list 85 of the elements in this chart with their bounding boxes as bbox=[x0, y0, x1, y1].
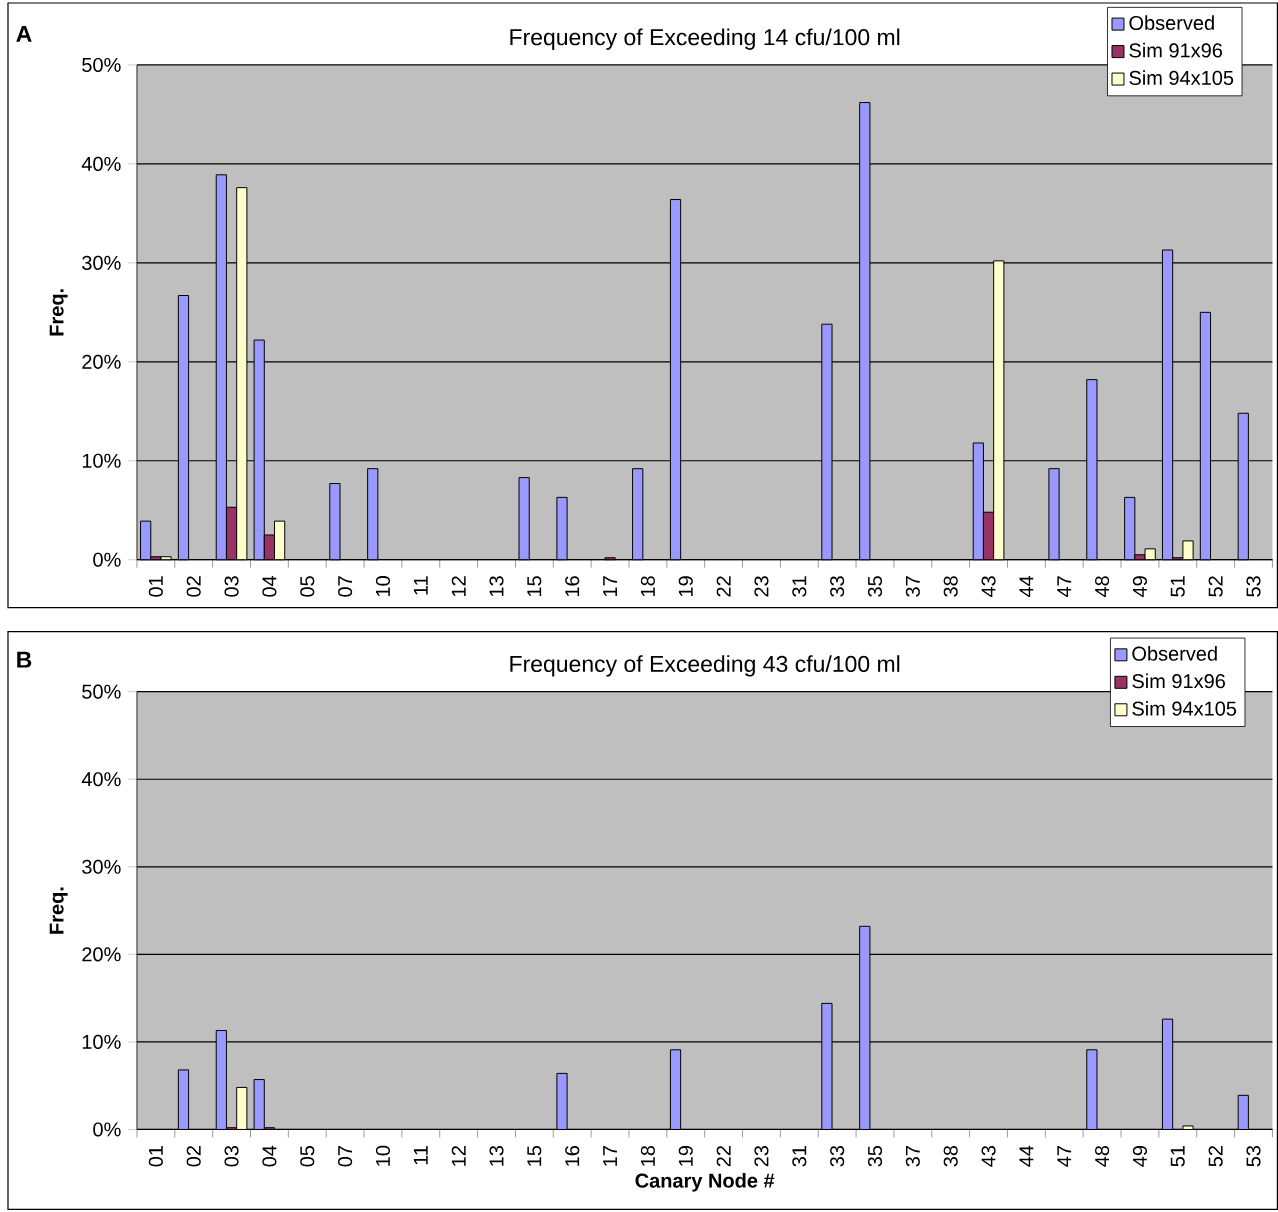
legend-label: Sim 94x105 bbox=[1132, 700, 1237, 716]
x-tick-label: 10 bbox=[375, 1145, 391, 1166]
x-tick-label: 05 bbox=[300, 575, 315, 597]
x-tick-label: 49 bbox=[1132, 1145, 1148, 1167]
x-tick-label: 01 bbox=[148, 1145, 163, 1167]
x-tick-label: 31 bbox=[792, 1145, 807, 1167]
legend-label: Observed bbox=[1132, 645, 1217, 661]
x-tick-label: 22 bbox=[716, 576, 731, 597]
x-axis-title: Canary Node # bbox=[635, 1172, 775, 1192]
x-tick-label: 07 bbox=[338, 1145, 353, 1167]
x-tick-label: 52 bbox=[1208, 576, 1223, 597]
x-tick-label: 01 bbox=[148, 576, 163, 597]
x-tick-label: 15 bbox=[527, 575, 542, 596]
x-tick-label: 02 bbox=[186, 576, 201, 597]
x-tick-label: 51 bbox=[1170, 576, 1185, 597]
x-tick-label: 37 bbox=[905, 1145, 920, 1167]
x-tick-label: 23 bbox=[754, 575, 769, 597]
x-tick-label: 17 bbox=[603, 576, 617, 596]
x-tick-label: 19 bbox=[678, 1145, 693, 1166]
x-tick-label: 48 bbox=[1095, 575, 1110, 597]
legend-label: Observed bbox=[1129, 15, 1214, 30]
x-tick-label: 23 bbox=[754, 1145, 769, 1167]
x-tick-label: 03 bbox=[224, 1145, 239, 1167]
x-tick-label: 15 bbox=[527, 1145, 542, 1166]
y-tick-label: 40% bbox=[81, 156, 121, 171]
x-tick-label: 12 bbox=[451, 576, 466, 596]
x-tick-label: 13 bbox=[489, 1145, 504, 1166]
x-tick-label: 17 bbox=[603, 1145, 617, 1166]
x-tick-label: 10 bbox=[375, 575, 391, 596]
x-tick-label: 11 bbox=[413, 576, 428, 595]
x-tick-label: 53 bbox=[1246, 575, 1261, 597]
x-tick-label: 02 bbox=[186, 1145, 201, 1167]
y-tick-label: 0% bbox=[93, 1122, 121, 1137]
x-tick-label: 47 bbox=[1057, 576, 1072, 597]
x-tick-label: 53 bbox=[1246, 1145, 1261, 1167]
y-tick-label: 0% bbox=[93, 552, 121, 567]
legend-label: Sim 94x105 bbox=[1129, 70, 1234, 85]
x-tick-label: 11 bbox=[413, 1145, 428, 1165]
x-tick-label: 16 bbox=[565, 1145, 580, 1166]
x-tick-label: 44 bbox=[1019, 575, 1034, 597]
y-tick-label: 50% bbox=[82, 684, 121, 699]
x-tick-label: 47 bbox=[1057, 1145, 1072, 1167]
x-tick-label: 43 bbox=[981, 1145, 996, 1167]
x-tick-label: 43 bbox=[981, 575, 996, 597]
y-tick-label: 30% bbox=[82, 255, 121, 270]
x-tick-label: 35 bbox=[867, 575, 883, 597]
y-tick-label: 20% bbox=[82, 947, 121, 962]
x-tick-label: 04 bbox=[262, 575, 277, 597]
y-tick-label: 10% bbox=[82, 1034, 121, 1049]
y-axis-title: Freq. bbox=[49, 289, 68, 336]
x-tick-label: 13 bbox=[489, 575, 504, 596]
x-tick-label: 12 bbox=[451, 1145, 466, 1166]
x-tick-label: 33 bbox=[830, 575, 845, 597]
x-tick-label: 07 bbox=[338, 576, 353, 597]
x-tick-label: 35 bbox=[867, 1145, 883, 1167]
x-tick-label: 33 bbox=[830, 1145, 845, 1167]
x-tick-label: 37 bbox=[905, 576, 920, 597]
text: B bbox=[17, 651, 32, 668]
x-tick-label: 18 bbox=[640, 1145, 655, 1166]
chart-title: Frequency of Exceeding 43 cfu/100 ml bbox=[510, 654, 900, 677]
x-tick-label: 18 bbox=[640, 575, 655, 596]
x-tick-label: 52 bbox=[1208, 1145, 1223, 1167]
x-tick-label: 22 bbox=[716, 1145, 731, 1167]
x-tick-label: 05 bbox=[300, 1145, 315, 1167]
x-tick-label: 49 bbox=[1132, 576, 1148, 597]
legend-label: Sim 91x96 bbox=[1129, 42, 1223, 58]
legend-label: Sim 91x96 bbox=[1132, 673, 1225, 689]
text: A bbox=[16, 25, 32, 42]
x-tick-label: 31 bbox=[792, 576, 807, 597]
x-tick-label: 48 bbox=[1095, 1145, 1110, 1167]
x-tick-label: 04 bbox=[262, 1145, 277, 1167]
x-tick-label: 19 bbox=[678, 576, 693, 596]
y-tick-label: 50% bbox=[82, 57, 121, 72]
y-tick-label: 10% bbox=[82, 453, 121, 468]
chart-title: Frequency of Exceeding 14 cfu/100 ml bbox=[510, 28, 900, 50]
x-tick-label: 38 bbox=[943, 575, 958, 597]
x-tick-label: 03 bbox=[224, 575, 239, 597]
x-tick-label: 51 bbox=[1170, 1145, 1185, 1167]
y-tick-label: 40% bbox=[81, 771, 121, 787]
y-axis-title: Freq. bbox=[49, 887, 68, 934]
x-tick-label: 44 bbox=[1019, 1145, 1034, 1167]
y-tick-label: 20% bbox=[82, 354, 121, 369]
y-tick-label: 30% bbox=[82, 859, 121, 874]
x-tick-label: 38 bbox=[943, 1145, 958, 1167]
x-tick-label: 16 bbox=[565, 575, 580, 596]
